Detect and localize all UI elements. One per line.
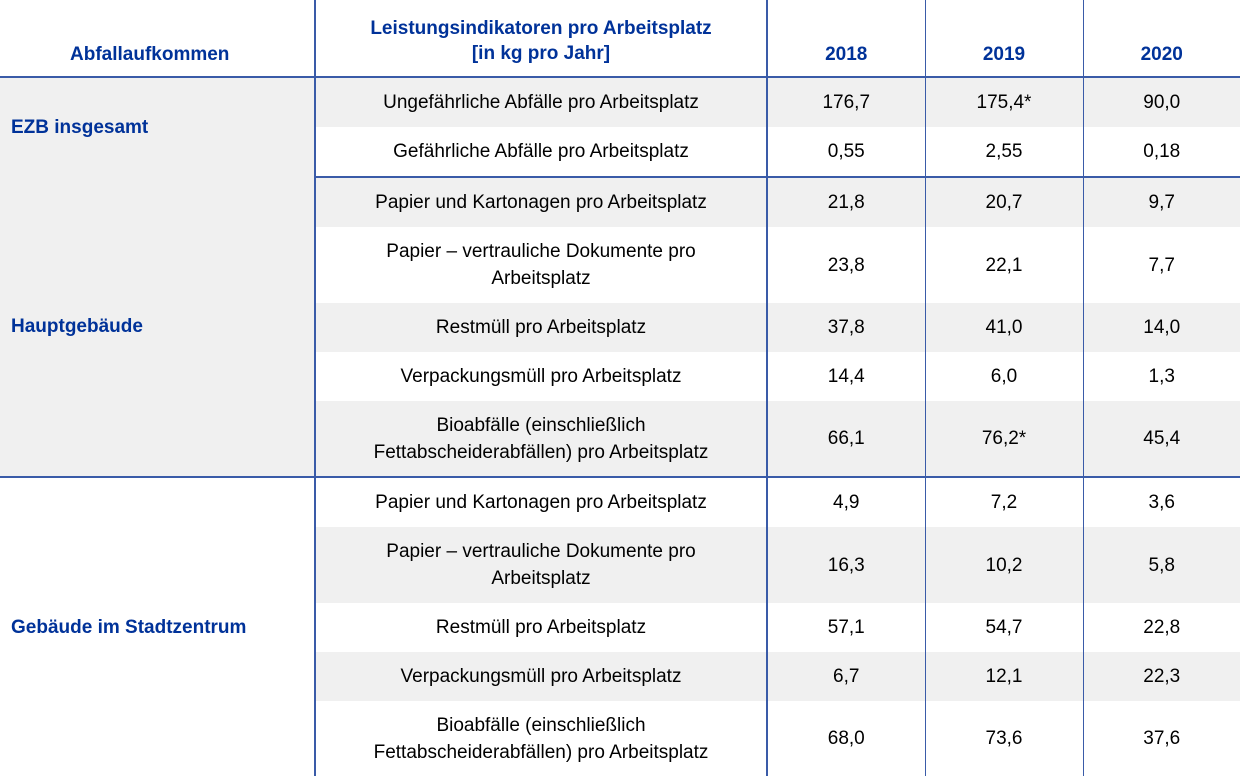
value-2020: 14,0 bbox=[1083, 303, 1240, 352]
group-label-hauptgebaeude: Hauptgebäude bbox=[0, 177, 316, 478]
row-label-line2: Arbeitsplatz bbox=[491, 568, 591, 589]
header-indicators-line1: Leistungsindikatoren pro Arbeitsplatz bbox=[370, 18, 712, 39]
value-2019: 54,7 bbox=[925, 603, 1084, 652]
row-label: Papier und Kartonagen pro Arbeitsplatz bbox=[315, 177, 768, 227]
row-label: Papier und Kartonagen pro Arbeitsplatz bbox=[315, 477, 768, 527]
table-row: Bioabfälle (einschließlich Fettabscheider… bbox=[0, 401, 1240, 478]
value-2020: 37,6 bbox=[1143, 728, 1181, 749]
table-row: Hauptgebäude Papier und Kartonagen pro A… bbox=[0, 177, 1240, 478]
value-2020: 1,3 bbox=[1148, 366, 1175, 387]
header-year-2020: 2020 bbox=[1083, 0, 1240, 78]
table-row: Gefährliche Abfälle pro Arbeitsplatz 0,5… bbox=[0, 127, 1240, 178]
value-2020: 90,0 bbox=[1083, 77, 1240, 127]
header-year-2019: 2019 bbox=[925, 0, 1084, 78]
row-label: Verpackungsmüll pro Arbeitsplatz bbox=[315, 352, 768, 401]
group-label-stadtzentrum: Gebäude im Stadtzentrum bbox=[0, 477, 316, 776]
value-2018: 23,8 bbox=[767, 227, 926, 303]
header-indicators-line2: [in kg pro Jahr] bbox=[471, 43, 611, 64]
row-label: Papier – vertrauliche Dokumente pro Arbei… bbox=[315, 227, 768, 303]
value-2019: 22,1 bbox=[925, 227, 1084, 303]
table-row: Verpackungsmüll pro Arbeitsplatz 14,4 6,… bbox=[0, 352, 1240, 401]
value-2019: 7,2 bbox=[925, 477, 1084, 527]
row-label-line1: Bioabfälle (einschließlich bbox=[436, 414, 646, 436]
value-2018: 176,7 bbox=[767, 77, 926, 127]
table-row: Restmüll pro Arbeitsplatz 57,1 54,7 22,8 bbox=[0, 603, 1240, 652]
row-label: Bioabfälle (einschließlich Fettabscheider… bbox=[315, 701, 768, 776]
value-2019: 10,2 bbox=[925, 527, 1084, 603]
header-abfallaufkommen: Abfallaufkommen bbox=[0, 0, 316, 78]
row-label-line1: Papier – vertrauliche Dokumente pro bbox=[386, 541, 696, 562]
table-row: Bioabfälle (einschließlich Fettabscheider… bbox=[0, 701, 1240, 776]
row-label: Gefährliche Abfälle pro Arbeitsplatz bbox=[315, 127, 768, 178]
value-2018: 4,9 bbox=[767, 477, 926, 527]
value-2020: 0,18 bbox=[1083, 127, 1240, 178]
row-label: Bioabfälle (einschließlich Fettabscheider… bbox=[315, 401, 768, 478]
row-label: Ungefährliche Abfälle pro Arbeitsplatz bbox=[315, 77, 768, 127]
value-2019: 2,55 bbox=[925, 127, 1084, 178]
value-2020: 22,3 bbox=[1083, 652, 1240, 701]
value-2019: 41,0 bbox=[925, 303, 1084, 352]
header-row: Abfallaufkommen Leistungsindikatoren pro… bbox=[0, 0, 1240, 78]
value-2019: 12,1 bbox=[925, 652, 1084, 701]
row-label: Papier – vertrauliche Dokumente pro Arbei… bbox=[315, 527, 768, 603]
table-row: Papier – vertrauliche Dokumente pro Arbei… bbox=[0, 227, 1240, 303]
table-row: Restmüll pro Arbeitsplatz 37,8 41,0 14,0 bbox=[0, 303, 1240, 352]
row-label-line2: Arbeitsplatz bbox=[491, 268, 591, 289]
value-2019: 73,6 bbox=[925, 701, 1084, 776]
value-2018: 21,8 bbox=[767, 177, 926, 227]
row-label: Restmüll pro Arbeitsplatz bbox=[315, 303, 768, 352]
value-2020: 45,4 bbox=[1083, 401, 1240, 478]
value-2020: 22,8 bbox=[1143, 617, 1181, 638]
row-label-line1: Papier – vertrauliche Dokumente pro bbox=[386, 241, 696, 262]
value-2020: 3,6 bbox=[1148, 492, 1175, 513]
value-2018: 0,55 bbox=[767, 127, 926, 178]
header-year-2018: 2018 bbox=[767, 0, 926, 78]
value-2019: 6,0 bbox=[925, 352, 1084, 401]
value-2019: 20,7 bbox=[925, 177, 1084, 227]
value-2019: 76,2* bbox=[925, 401, 1084, 478]
value-2018: 14,4 bbox=[767, 352, 926, 401]
value-2020: 7,7 bbox=[1148, 254, 1175, 276]
value-2018: 68,0 bbox=[767, 701, 926, 776]
value-2018: 37,8 bbox=[767, 303, 926, 352]
row-label-line2: Fettabscheiderabfällen) pro Arbeitsplatz bbox=[373, 741, 709, 763]
row-label-line1: Bioabfälle (einschließlich bbox=[436, 714, 646, 736]
group-label-ezb: EZB insgesamt bbox=[0, 77, 316, 177]
table-row: Papier – vertrauliche Dokumente pro Arbei… bbox=[0, 527, 1240, 603]
value-2018: 6,7 bbox=[767, 652, 926, 701]
value-2020: 9,7 bbox=[1083, 177, 1240, 227]
row-label: Restmüll pro Arbeitsplatz bbox=[315, 603, 768, 652]
header-indicators: Leistungsindikatoren pro Arbeitsplatz [in… bbox=[315, 0, 768, 78]
table-row: EZB insgesamt Ungefährliche Abfälle pro … bbox=[0, 77, 1240, 177]
value-2018: 66,1 bbox=[767, 401, 926, 478]
value-2020: 5,8 bbox=[1083, 527, 1240, 603]
row-label: Verpackungsmüll pro Arbeitsplatz bbox=[315, 652, 768, 701]
row-label-line2: Fettabscheiderabfällen) pro Arbeitsplatz bbox=[373, 441, 709, 463]
value-2018: 57,1 bbox=[767, 603, 926, 652]
value-2019: 175,4* bbox=[925, 77, 1084, 127]
value-2018: 16,3 bbox=[767, 527, 926, 603]
table-row: Verpackungsmüll pro Arbeitsplatz 6,7 12,… bbox=[0, 652, 1240, 701]
table-row: Gebäude im Stadtzentrum Papier und Karto… bbox=[0, 477, 1240, 776]
